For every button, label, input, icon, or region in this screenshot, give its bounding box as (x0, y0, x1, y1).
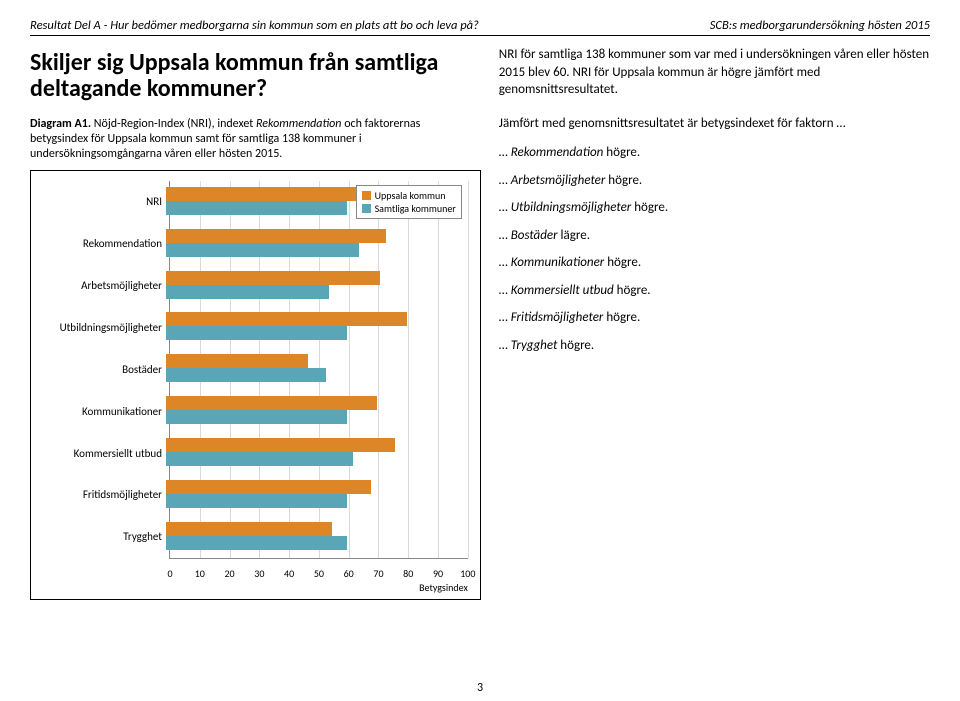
chart-row: Kommunikationer (32, 390, 468, 432)
chart-bar-group (166, 306, 468, 348)
chart-bar-uppsala (166, 229, 386, 243)
page-root: Resultat Del A - Hur bedömer medborgarna… (0, 0, 960, 701)
chart-bar-samtliga (166, 368, 326, 382)
right-column: NRI för samtliga 138 kommuner som var me… (499, 46, 930, 600)
chart-category-label: Utbildningsmöjligheter (32, 321, 166, 334)
chart-bar-uppsala (166, 312, 407, 326)
chart-bar-group (166, 223, 468, 265)
factor-line: … Trygghet högre. (499, 337, 930, 355)
factor-name: Rekommendation (511, 145, 604, 160)
chart-row: Bostäder (32, 348, 468, 390)
compare-intro: Jämfört med genomsnittsresultatet är bet… (499, 115, 930, 133)
legend-swatch (362, 191, 371, 200)
chart-x-tick: 60 (344, 567, 354, 580)
bar-chart: Uppsala kommunSamtliga kommuner 0 10 20 30 4… (30, 170, 481, 600)
chart-category-label: Kommersiellt utbud (32, 447, 166, 460)
header-rule (30, 35, 930, 36)
chart-bar-uppsala (166, 522, 332, 536)
chart-row: Arbetsmöjligheter (32, 265, 468, 307)
factor-line: … Kommunikationer högre. (499, 254, 930, 272)
chart-bar-uppsala (166, 187, 365, 201)
chart-bar-uppsala (166, 271, 380, 285)
factor-line: … Utbildningsmöjligheter högre. (499, 199, 930, 217)
legend-swatch (362, 204, 371, 213)
header-left: Resultat Del A - Hur bedömer medborgarna… (30, 18, 479, 33)
chart-row: Rekommendation (32, 223, 468, 265)
factor-line: … Arbetsmöjligheter högre. (499, 172, 930, 190)
legend-label: Uppsala kommun (375, 189, 446, 202)
factor-name: Bostäder (511, 228, 558, 243)
caption-italic: Rekommendation (256, 117, 344, 131)
content-columns: Skiljer sig Uppsala kommun från samtliga… (30, 46, 930, 600)
chart-row: Kommersiellt utbud (32, 432, 468, 474)
caption-label: Diagram A1. (30, 117, 91, 131)
factor-line: … Fritidsmöjligheter högre. (499, 309, 930, 327)
chart-legend-item: Samtliga kommuner (362, 202, 456, 215)
lead-paragraph: NRI för samtliga 138 kommuner som var me… (499, 46, 930, 99)
chart-caption: Diagram A1. Nöjd-Region-Index (NRI), ind… (30, 117, 481, 162)
chart-bar-uppsala (166, 396, 377, 410)
factor-name: Arbetsmöjligheter (511, 173, 606, 188)
chart-category-label: Arbetsmöjligheter (32, 279, 166, 292)
chart-row: Utbildningsmöjligheter (32, 306, 468, 348)
chart-bar-uppsala (166, 438, 395, 452)
chart-x-tick: 20 (224, 567, 234, 580)
page-title: Skiljer sig Uppsala kommun från samtliga… (30, 50, 481, 103)
chart-bar-group (166, 348, 468, 390)
factor-name: Utbildningsmöjligheter (511, 200, 632, 215)
chart-bar-uppsala (166, 480, 371, 494)
page-number: 3 (477, 681, 483, 695)
chart-category-label: Kommunikationer (32, 405, 166, 418)
chart-x-tick: 50 (314, 567, 324, 580)
chart-row: Fritidsmöjligheter (32, 474, 468, 516)
legend-label: Samtliga kommuner (375, 202, 456, 215)
factor-list: … Rekommendation högre. … Arbetsmöjlighet… (499, 144, 930, 354)
factor-line: … Kommersiellt utbud högre. (499, 282, 930, 300)
factor-name: Fritidsmöjligheter (511, 310, 604, 325)
chart-x-tick: 100 (460, 567, 475, 580)
chart-category-label: NRI (32, 195, 166, 208)
chart-x-tick: 40 (284, 567, 294, 580)
chart-row: Trygghet (32, 516, 468, 558)
chart-legend: Uppsala kommunSamtliga kommuner (356, 185, 462, 219)
chart-bar-samtliga (166, 494, 347, 508)
chart-x-tick: 70 (373, 567, 383, 580)
chart-bar-samtliga (166, 410, 347, 424)
chart-bar-group (166, 432, 468, 474)
running-header: Resultat Del A - Hur bedömer medborgarna… (30, 18, 930, 33)
chart-gridline (468, 181, 469, 558)
chart-x-tick: 0 (167, 567, 172, 580)
header-right: SCB:s medborgarundersökning hösten 2015 (710, 18, 930, 33)
left-column: Skiljer sig Uppsala kommun från samtliga… (30, 46, 481, 600)
factor-line: … Rekommendation högre. (499, 144, 930, 162)
chart-bar-group (166, 474, 468, 516)
chart-plot-area: Uppsala kommunSamtliga kommuner 01020304… (169, 181, 468, 559)
caption-text-1: Nöjd-Region-Index (NRI), indexet (91, 117, 256, 131)
chart-bar-group (166, 390, 468, 432)
factor-name: Trygghet (511, 338, 558, 353)
chart-bar-samtliga (166, 536, 347, 550)
factor-name: Kommersiellt utbud (511, 283, 614, 298)
chart-bar-group (166, 516, 468, 558)
chart-legend-item: Uppsala kommun (362, 189, 456, 202)
chart-x-title: Betygsindex (419, 581, 468, 594)
chart-category-label: Trygghet (32, 530, 166, 543)
chart-bar-group (166, 265, 468, 307)
factor-line: … Bostäder lägre. (499, 227, 930, 245)
chart-x-tick: 10 (195, 567, 205, 580)
chart-bar-samtliga (166, 243, 359, 257)
chart-bar-samtliga (166, 326, 347, 340)
chart-bar-samtliga (166, 285, 329, 299)
chart-category-label: Fritidsmöjligheter (32, 488, 166, 501)
chart-bar-uppsala (166, 354, 308, 368)
chart-x-tick: 90 (433, 567, 443, 580)
chart-bar-samtliga (166, 452, 353, 466)
chart-category-label: Bostäder (32, 363, 166, 376)
chart-category-label: Rekommendation (32, 237, 166, 250)
chart-bar-samtliga (166, 201, 347, 215)
chart-x-tick: 80 (403, 567, 413, 580)
chart-x-tick: 30 (254, 567, 264, 580)
factor-name: Kommunikationer (511, 255, 605, 270)
